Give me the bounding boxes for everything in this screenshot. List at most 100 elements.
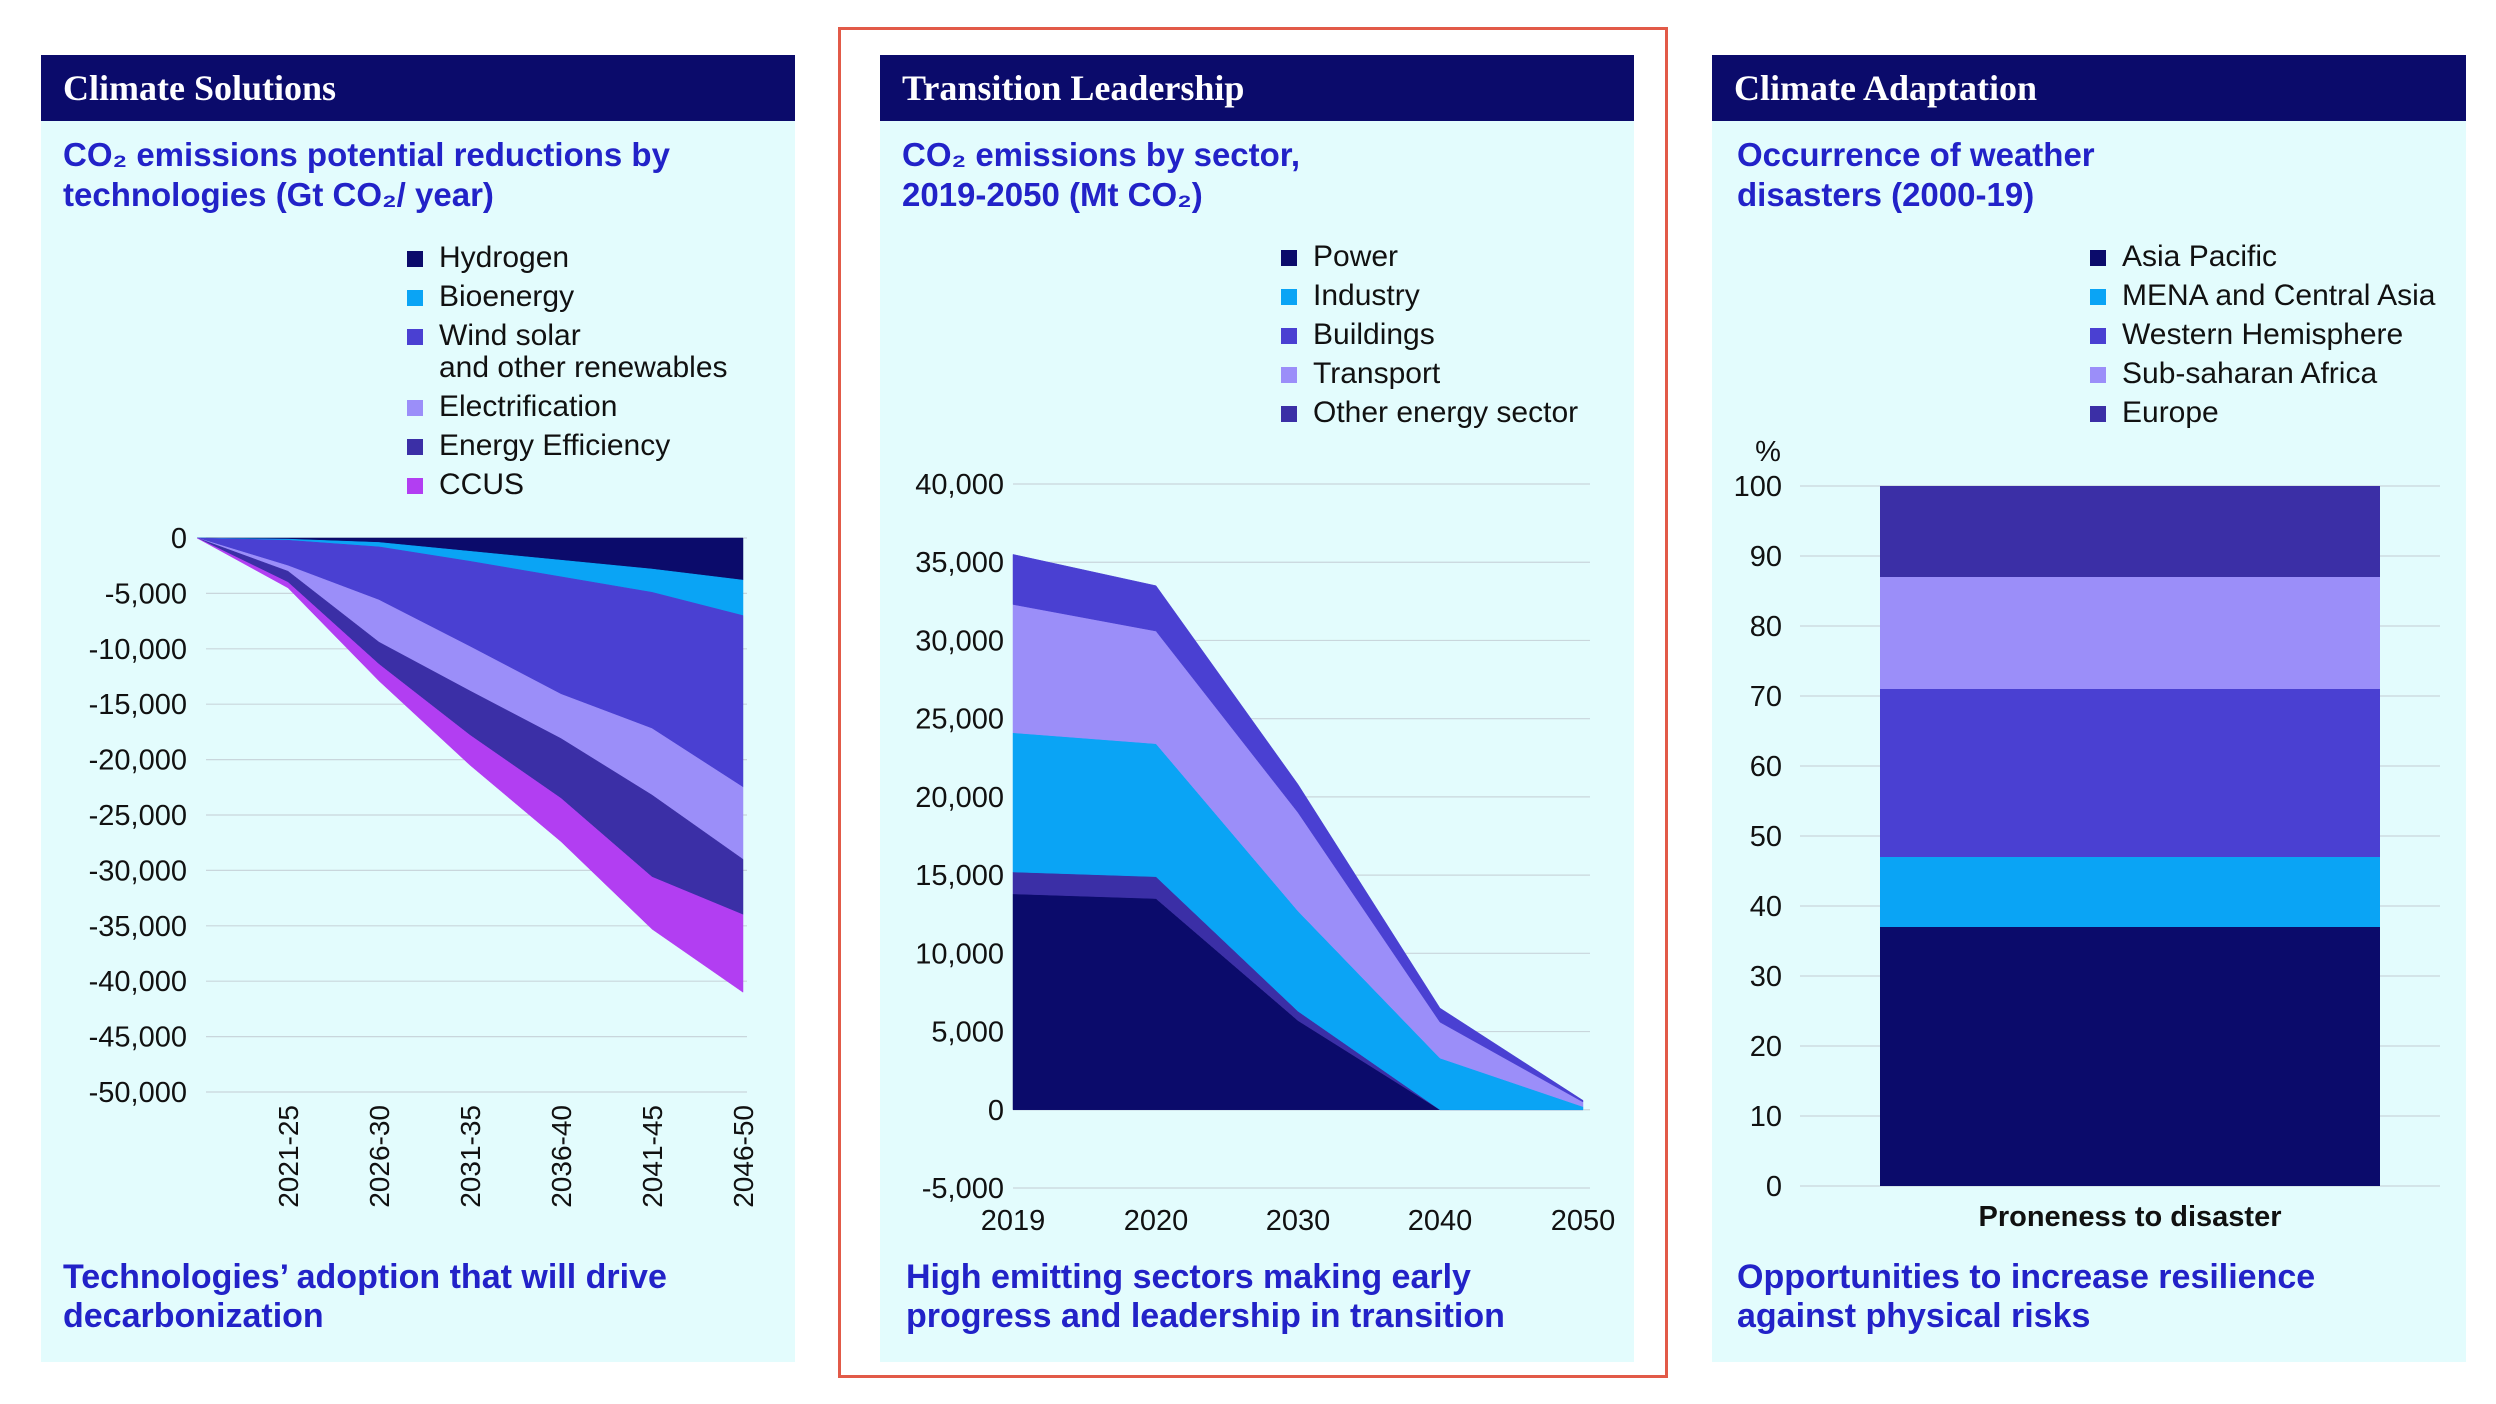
y-tick-label: 10,000 xyxy=(915,938,1004,970)
x-tick-label: 2020 xyxy=(1124,1205,1189,1237)
y-tick-label: 35,000 xyxy=(915,547,1004,579)
y-tick-label: -5,000 xyxy=(922,1173,1004,1205)
legend-item-ccus: CCUS xyxy=(407,469,728,501)
chart-legend: Power Industry Buildings Transport Other… xyxy=(1281,241,1578,436)
bar-segment-mena-and-central-asia xyxy=(1880,857,2380,927)
subtitle-line: technologies (Gt CO₂/ year) xyxy=(63,176,494,213)
bar-segment-western-hemisphere xyxy=(1880,689,2380,857)
x-tick-label: 2019 xyxy=(981,1205,1046,1237)
reductions-area-chart: 0 -5,000 -10,000 -15,000 -20,000 -25,000 -30,0… xyxy=(89,523,759,1208)
x-tick-label: 2040 xyxy=(1408,1205,1473,1237)
legend-item-buildings: Buildings xyxy=(1281,319,1578,351)
x-tick-label: 2041-45 xyxy=(637,1105,668,1208)
legend-item-europe: Europe xyxy=(2090,397,2436,429)
y-tick-label: 90 xyxy=(1750,541,1782,573)
x-tick-label: 2021-25 xyxy=(273,1105,304,1208)
legend-label: MENA and Central Asia xyxy=(2122,279,2436,312)
subtitle-line: Occurrence of weather xyxy=(1737,136,2095,173)
legend-swatch xyxy=(2090,328,2106,344)
legend-label: Bioenergy xyxy=(439,280,575,313)
sector-emissions-area-chart: -5,000 0 5,000 10,000 15,000 20,000 25,000 30,0… xyxy=(915,469,1616,1237)
y-tick-label: 5,000 xyxy=(931,1017,1004,1049)
panel-transition-leadership: Transition Leadership CO₂ emissions by s… xyxy=(880,55,1634,1362)
legend-swatch xyxy=(1281,406,1297,422)
legend-label-continued: and other renewables xyxy=(439,351,728,384)
y-tick-label: 0 xyxy=(1766,1171,1782,1203)
y-tick-label: -10,000 xyxy=(89,634,187,666)
x-tick-label: 2036-40 xyxy=(546,1105,577,1208)
legend-label: Other energy sector xyxy=(1313,396,1579,429)
y-tick-label: 20,000 xyxy=(915,782,1004,814)
x-category-label: Proneness to disaster xyxy=(1979,1201,2282,1233)
panel-footer: High emitting sectors making early progr… xyxy=(906,1258,1606,1336)
footer-line: Opportunities to increase resilience xyxy=(1737,1258,2316,1296)
legend-item-transport: Transport xyxy=(1281,358,1578,390)
chart-subtitle: CO₂ emissions potential reductions by te… xyxy=(63,135,763,215)
legend-item-electrification: Electrification xyxy=(407,391,728,423)
area-buildings xyxy=(1012,554,1584,1103)
chart-legend: Asia Pacific MENA and Central Asia Weste… xyxy=(2090,241,2436,436)
legend-item-asia-pacific: Asia Pacific xyxy=(2090,241,2436,273)
y-tick-label: 40 xyxy=(1750,891,1782,923)
panel-climate-adaptation: Climate Adaptation Occurrence of weather… xyxy=(1712,55,2466,1362)
legend-swatch xyxy=(407,400,423,416)
legend-item-western-hemisphere: Western Hemisphere xyxy=(2090,319,2436,351)
panel-header: Climate Solutions xyxy=(41,55,795,121)
legend-item-bioenergy: Bioenergy xyxy=(407,281,728,313)
y-axis-unit: % xyxy=(1755,436,1781,468)
subtitle-line: CO₂ emissions potential reductions by xyxy=(63,136,670,173)
footer-line: High emitting sectors making early xyxy=(906,1258,1471,1296)
highlight-frame xyxy=(838,27,1668,1378)
y-tick-label: 15,000 xyxy=(915,860,1004,892)
y-tick-label: 0 xyxy=(171,523,187,555)
legend-label: Electrification xyxy=(439,390,618,423)
footer-line: decarbonization xyxy=(63,1297,324,1335)
y-tick-label: -15,000 xyxy=(89,689,187,721)
y-tick-label: 60 xyxy=(1750,751,1782,783)
legend-label: Hydrogen xyxy=(439,241,570,274)
y-tick-label: 50 xyxy=(1750,821,1782,853)
legend-item-other-energy: Other energy sector xyxy=(1281,397,1578,429)
legend-label: Wind solar xyxy=(439,319,581,352)
legend-label: Power xyxy=(1313,240,1399,273)
legend-swatch xyxy=(1281,328,1297,344)
area-ccus xyxy=(196,537,744,993)
legend-label: Buildings xyxy=(1313,318,1435,351)
x-tick-label: 2050 xyxy=(1551,1205,1616,1237)
subtitle-line: disasters (2000-19) xyxy=(1737,176,2035,213)
legend-swatch xyxy=(407,290,423,306)
y-tick-label: -45,000 xyxy=(89,1022,187,1054)
y-tick-label: 40,000 xyxy=(915,469,1004,501)
x-tick-label: 2026-30 xyxy=(364,1105,395,1208)
y-tick-label: -30,000 xyxy=(89,855,187,887)
y-tick-label: -25,000 xyxy=(89,800,187,832)
footer-line: against physical risks xyxy=(1737,1297,2091,1335)
y-tick-label: 30,000 xyxy=(915,625,1004,657)
bar-segment-europe xyxy=(1880,486,2380,577)
legend-swatch xyxy=(407,329,423,345)
legend-label: CCUS xyxy=(439,468,525,501)
legend-swatch xyxy=(407,251,423,267)
y-tick-label: 10 xyxy=(1750,1101,1782,1133)
footer-line: Technologies’ adoption that will drive xyxy=(63,1258,667,1296)
y-tick-label: -20,000 xyxy=(89,745,187,777)
legend-label: Transport xyxy=(1313,357,1441,390)
legend-swatch xyxy=(2090,250,2106,266)
y-tick-label: -5,000 xyxy=(105,578,187,610)
x-tick-label: 2046-50 xyxy=(728,1105,759,1208)
panel-header: Transition Leadership xyxy=(880,55,1634,121)
legend-item-hydrogen: Hydrogen xyxy=(407,242,728,274)
legend-label: Industry xyxy=(1313,279,1420,312)
legend-label: Asia Pacific xyxy=(2122,240,2278,273)
panel-footer: Opportunities to increase resilience aga… xyxy=(1737,1258,2437,1336)
legend-item-sub-saharan-africa: Sub-saharan Africa xyxy=(2090,358,2436,390)
legend-swatch xyxy=(1281,250,1297,266)
footer-line: progress and leadership in transition xyxy=(906,1297,1505,1335)
disaster-stacked-bar-chart: 0 10 20 30 40 50 60 70 80 90 100% Proneness to disa… xyxy=(1734,436,2440,1233)
y-tick-label: 0 xyxy=(988,1095,1004,1127)
x-tick-label: 2031-35 xyxy=(455,1105,486,1208)
legend-item-industry: Industry xyxy=(1281,280,1578,312)
legend-swatch xyxy=(1281,289,1297,305)
legend-swatch xyxy=(2090,367,2106,383)
legend-swatch xyxy=(2090,406,2106,422)
